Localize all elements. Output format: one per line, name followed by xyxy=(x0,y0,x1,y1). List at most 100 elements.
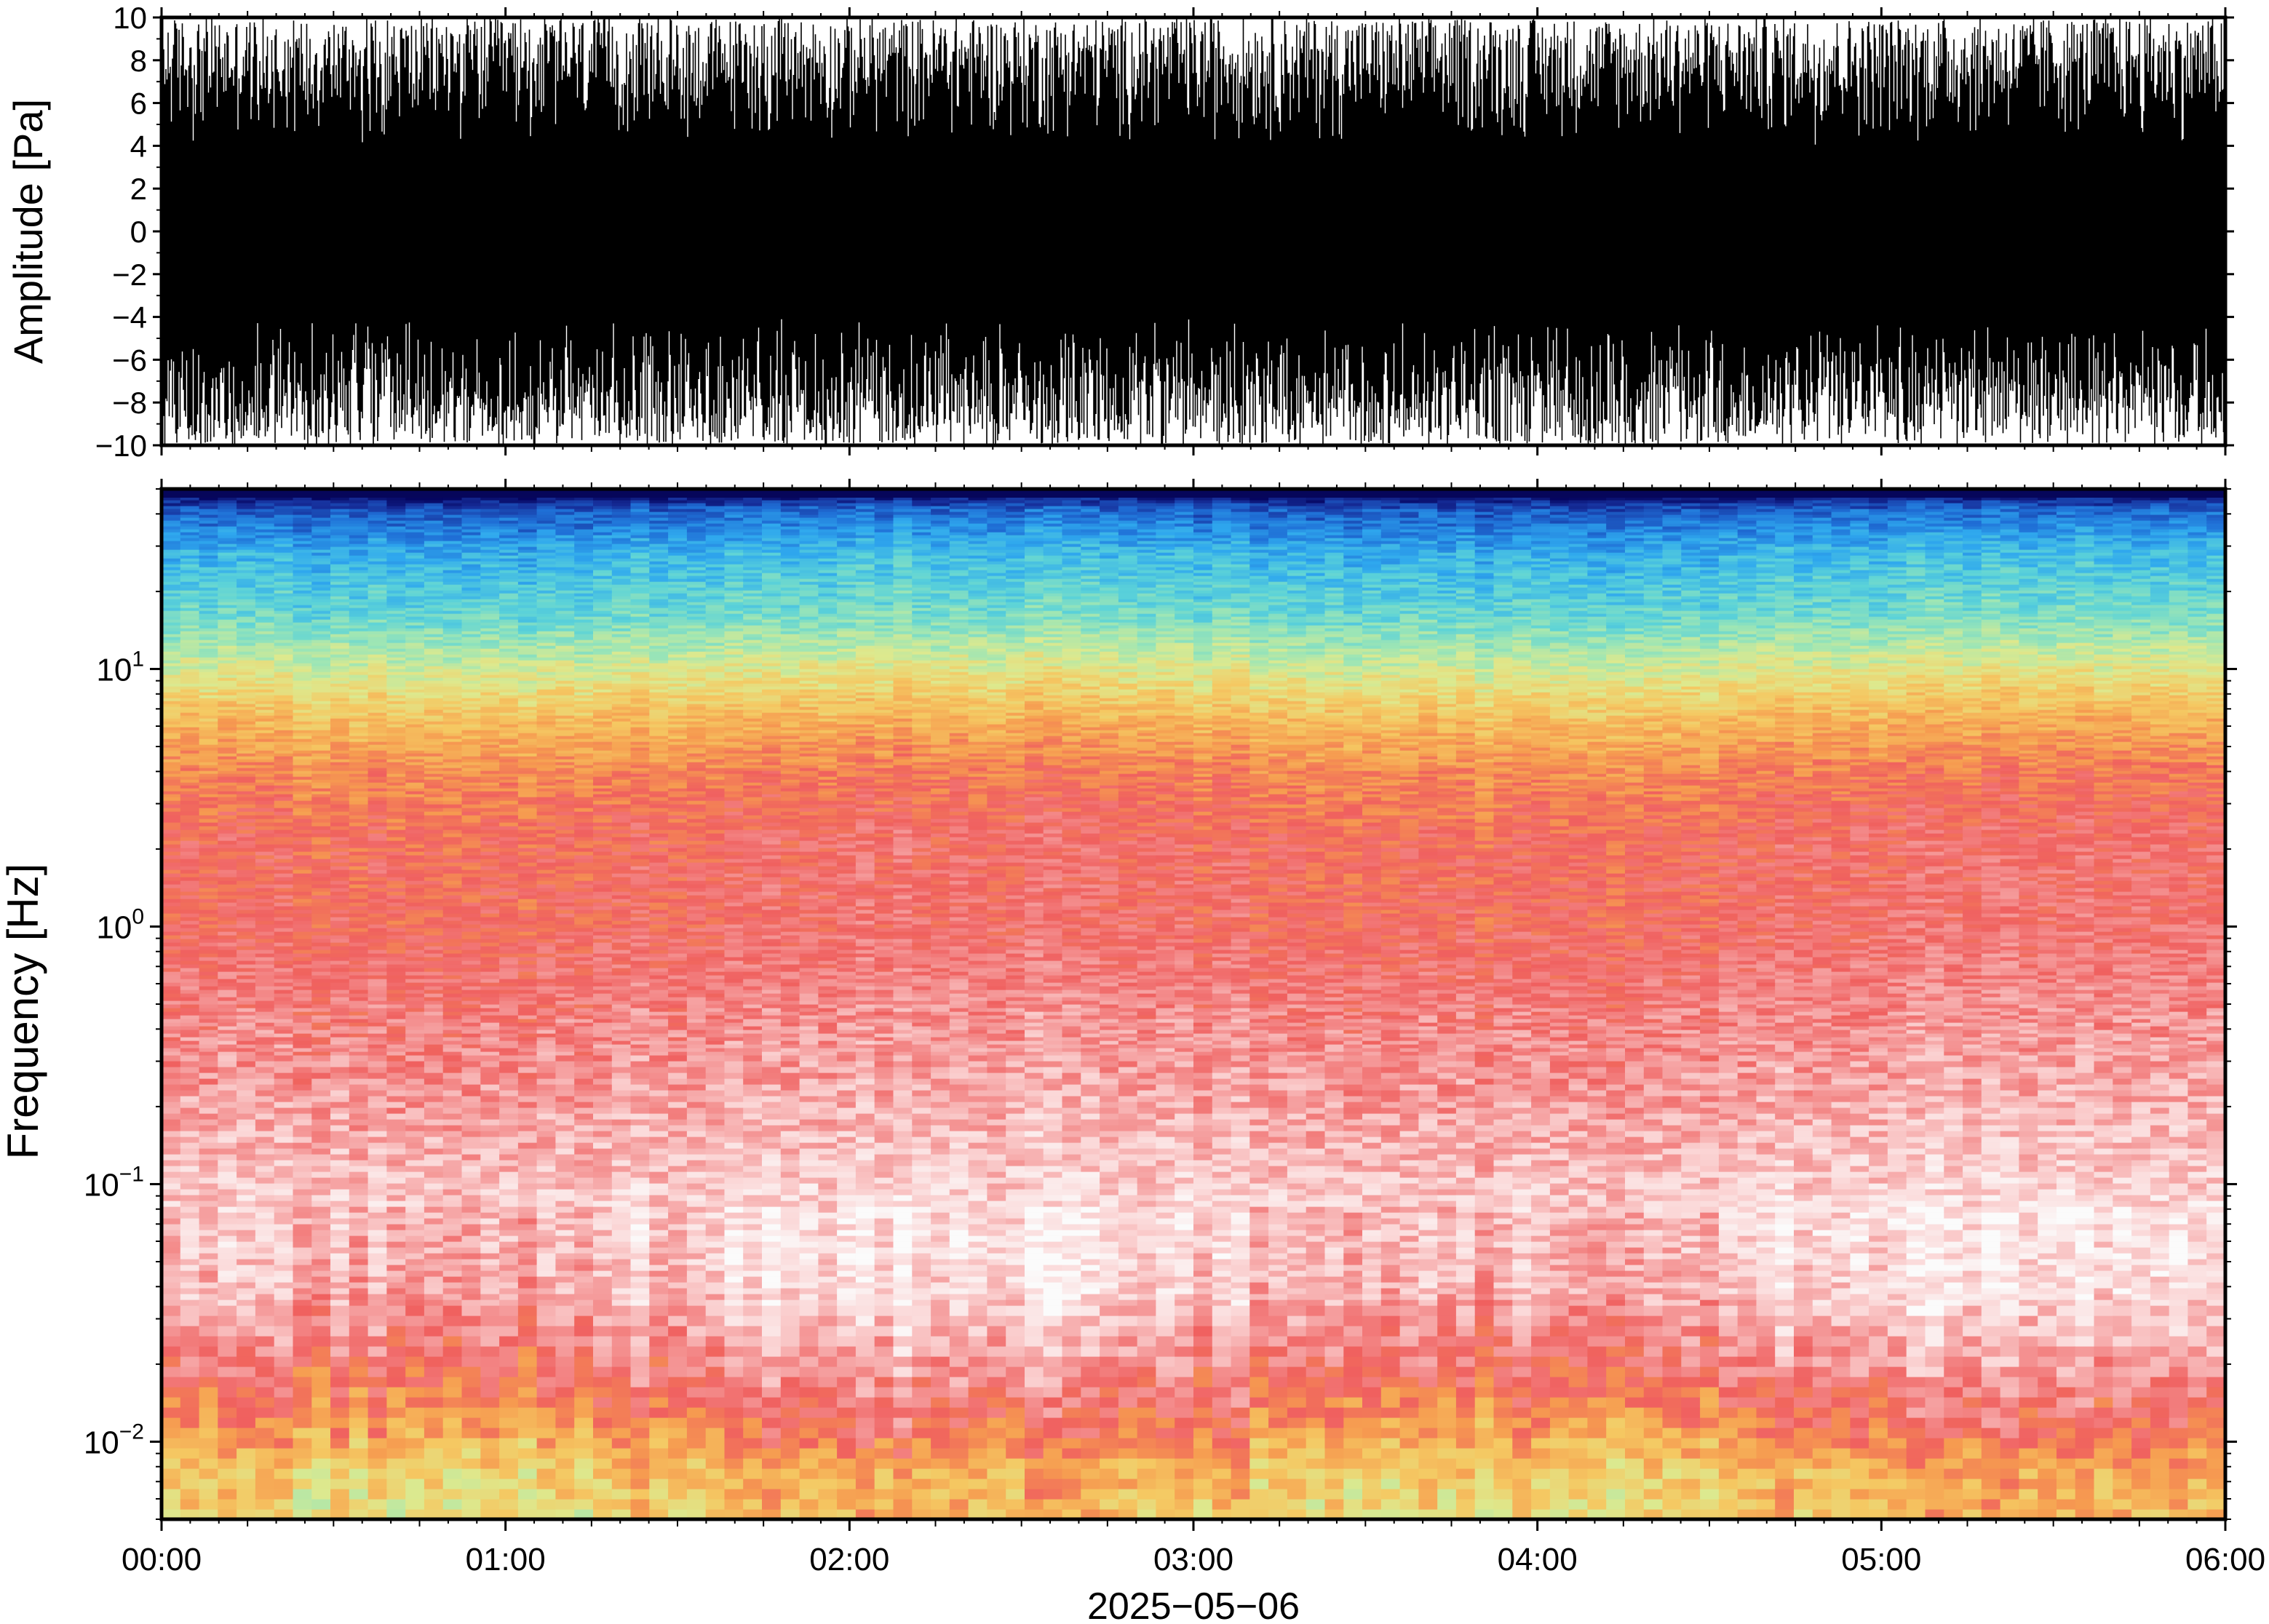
spectrogram-cell xyxy=(424,815,443,819)
spectrogram-cell xyxy=(218,520,237,524)
spectrogram-cell xyxy=(480,782,499,786)
spectrogram-cell xyxy=(199,712,218,716)
spectrogram-cell xyxy=(349,567,368,570)
spectrogram-cell xyxy=(180,986,199,990)
spectrogram-cell xyxy=(162,1131,180,1137)
spectrogram-cell xyxy=(199,739,218,742)
spectrogram-cell xyxy=(311,532,330,536)
spectrogram-cell xyxy=(462,1212,481,1219)
spectrogram-cell xyxy=(162,1078,180,1085)
spectrogram-cell xyxy=(349,631,368,634)
spectrogram-cell xyxy=(311,1259,330,1265)
spectrogram-cell xyxy=(293,660,312,664)
spectrogram-cell xyxy=(499,1478,518,1489)
spectrogram-cell xyxy=(386,564,405,568)
spectrogram-cell xyxy=(274,1022,293,1027)
spectrogram-cell xyxy=(274,906,293,910)
spectrogram-cell xyxy=(405,704,424,707)
spectrogram-cell xyxy=(424,1037,443,1041)
spectrogram-cell xyxy=(180,909,199,914)
spectrogram-cell xyxy=(180,1107,199,1114)
spectrogram-cell xyxy=(237,558,255,562)
spectrogram-cell xyxy=(462,523,481,527)
spectrogram-cell xyxy=(255,698,274,701)
spectrogram-cell xyxy=(518,1195,537,1201)
spectrogram-cell xyxy=(480,541,499,544)
spectrogram-cell xyxy=(199,750,218,754)
spectrogram-cell xyxy=(462,1206,481,1213)
spectrogram-cell xyxy=(311,625,330,629)
spectrogram-cell xyxy=(480,1171,499,1178)
spectrogram-cell xyxy=(311,1224,330,1230)
spectrogram-cell xyxy=(162,506,180,509)
spectrogram-cell xyxy=(330,756,349,760)
spectrogram-cell xyxy=(480,514,499,518)
spectrogram-cell xyxy=(349,500,368,503)
spectrogram-cell xyxy=(330,800,349,805)
spectrogram-cell xyxy=(274,602,293,605)
spectrogram-cell xyxy=(218,1166,237,1172)
spectrogram-cell xyxy=(405,1299,424,1306)
spectrogram-cell xyxy=(293,1142,312,1149)
spectrogram-cell xyxy=(405,645,424,649)
spectrogram-cell xyxy=(330,1061,349,1067)
spectrogram-cell xyxy=(518,1294,537,1300)
spectrogram-cell xyxy=(293,906,312,910)
spectrogram-cell xyxy=(180,733,199,736)
spectrogram-cell xyxy=(462,917,481,921)
spectrogram-cell xyxy=(218,1224,237,1230)
spectrogram-cell xyxy=(293,1253,312,1259)
spectrogram-cell xyxy=(162,1160,180,1166)
spectrogram-cell xyxy=(199,1259,218,1265)
spectrogram-cell xyxy=(293,596,312,600)
spectrogram-cell xyxy=(405,602,424,605)
spectrogram-cell xyxy=(218,1177,237,1184)
spectrogram-cell xyxy=(274,506,293,509)
spectrogram-cell xyxy=(424,833,443,837)
spectrogram-cell xyxy=(180,741,199,745)
spectrogram-cell xyxy=(311,741,330,745)
spectrogram-cell xyxy=(255,718,274,722)
spectrogram-cell xyxy=(424,1195,443,1201)
spectrogram-cell xyxy=(368,942,387,947)
spectrogram-cell xyxy=(218,1037,237,1041)
spectrogram-cell xyxy=(162,1212,180,1219)
spectrogram-cell xyxy=(518,1033,537,1038)
spectrogram-cell xyxy=(218,759,237,763)
spectrogram-cell xyxy=(274,768,293,771)
spectrogram-cell xyxy=(462,517,481,521)
spectrogram-cell xyxy=(443,753,462,757)
spectrogram-cell xyxy=(443,1067,462,1073)
spectrogram-cell xyxy=(293,942,312,947)
spectrogram-cell xyxy=(462,765,481,768)
spectrogram-cell xyxy=(443,640,462,643)
spectrogram-cell xyxy=(386,971,405,976)
spectrogram-cell xyxy=(311,602,330,605)
spectrogram-cell xyxy=(237,1448,255,1459)
spectrogram-cell xyxy=(462,1230,481,1236)
spectrogram-cell xyxy=(330,1183,349,1190)
spectrogram-cell xyxy=(311,520,330,524)
spectrogram-cell xyxy=(274,1259,293,1265)
spectrogram-cell xyxy=(518,782,537,786)
spectrogram-cell xyxy=(330,1299,349,1306)
spectrogram-cell xyxy=(424,1458,443,1469)
spectrogram-cell xyxy=(293,561,312,565)
spectrogram-cell xyxy=(518,971,537,976)
spectrogram-cell xyxy=(180,605,199,608)
spectrogram-cell xyxy=(218,593,237,597)
spectrogram-cell xyxy=(330,677,349,681)
spectrogram-cell xyxy=(386,946,405,950)
spectrogram-cell xyxy=(499,982,518,987)
spectrogram-cell xyxy=(330,1030,349,1034)
spectrogram-cell xyxy=(162,529,180,533)
spectrogram-cell xyxy=(480,765,499,768)
spectrogram-cell xyxy=(293,1265,312,1271)
spectrogram-cell xyxy=(237,1189,255,1195)
spectrogram-cell xyxy=(311,1102,330,1108)
spectrogram-cell xyxy=(424,701,443,704)
spectrogram-cell xyxy=(330,837,349,841)
spectrogram-cell xyxy=(368,712,387,716)
spectrogram-cell xyxy=(274,593,293,597)
spectrogram-cell xyxy=(274,1096,293,1102)
